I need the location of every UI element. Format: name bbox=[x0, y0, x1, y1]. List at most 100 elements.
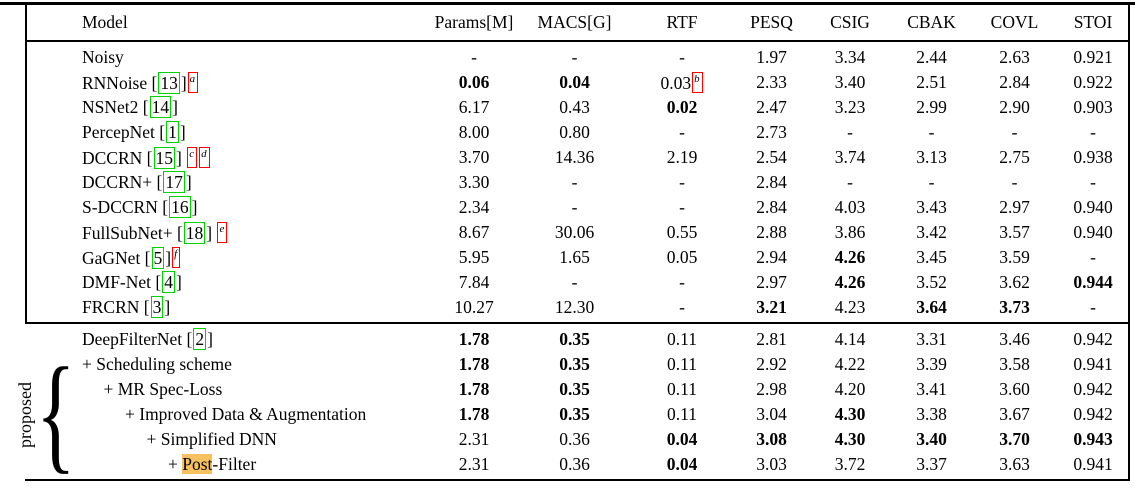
citation-link[interactable]: 13 bbox=[158, 71, 180, 94]
value-text: - bbox=[679, 47, 685, 67]
value-cell: 4.26 bbox=[810, 272, 890, 293]
value-cell: - bbox=[1056, 172, 1130, 193]
value-text: 4.03 bbox=[834, 197, 866, 217]
value-cell: 0.55 bbox=[631, 222, 733, 243]
model-label-text: ] bbox=[179, 122, 186, 142]
value-cell: 0.944 bbox=[1056, 272, 1130, 293]
value-text: 2.44 bbox=[916, 47, 947, 67]
value-text: 8.00 bbox=[458, 122, 490, 142]
footnote-link[interactable]: b bbox=[692, 71, 703, 93]
footnote-link[interactable]: d bbox=[199, 146, 210, 168]
value-text: 3.38 bbox=[916, 404, 947, 424]
column-header-csig: CSIG bbox=[830, 11, 870, 32]
footnote-link[interactable]: a bbox=[187, 71, 199, 93]
value-text: 0.03 bbox=[660, 72, 692, 93]
value-cell: 4.26 bbox=[810, 247, 890, 268]
value-text: 0.35 bbox=[559, 379, 590, 399]
value-text: 0.05 bbox=[666, 247, 698, 267]
value-text: 2.97 bbox=[999, 197, 1030, 217]
table-row: NSNet2 [14] 6.17 0.43 0.02 2.47 3.23 2.99 2.90 0… bbox=[25, 95, 1130, 120]
value-text: 3.73 bbox=[999, 297, 1030, 317]
value-cell: 0.05 bbox=[631, 247, 733, 268]
model-label-text: ] bbox=[175, 272, 182, 292]
value-text: 4.20 bbox=[834, 379, 866, 399]
model-label-text: RNNoise [ bbox=[82, 72, 158, 93]
model-cell: NSNet2 [14] bbox=[25, 96, 430, 118]
model-label-text: FullSubNet+ [ bbox=[82, 222, 183, 243]
value-cell: 4.30 bbox=[810, 429, 890, 450]
citation-link[interactable]: 4 bbox=[162, 271, 175, 293]
value-cell: 3.63 bbox=[973, 454, 1056, 475]
model-label-text: GaGNet [ bbox=[82, 247, 151, 268]
value-text: - bbox=[1090, 172, 1096, 192]
value-text: 2.51 bbox=[916, 72, 947, 92]
table-row: + Improved Data & Augmentation 1.78 0.35 0.… bbox=[25, 402, 1130, 427]
proposed-section: DeepFilterNet [2] 1.78 0.35 0.11 2.81 4.14 3.3… bbox=[25, 327, 1130, 477]
proposed-group-label: proposed bbox=[15, 382, 35, 448]
value-cell: 4.03 bbox=[810, 197, 890, 218]
citation-link[interactable]: 14 bbox=[149, 96, 172, 118]
footnote-link[interactable]: e bbox=[217, 221, 228, 243]
value-cell: 2.63 bbox=[973, 47, 1056, 68]
model-label-text: ] bbox=[206, 222, 217, 243]
table-row: + MR Spec-Loss 1.78 0.35 0.11 2.98 4.20 3.41 3.… bbox=[25, 377, 1130, 402]
value-text: 0.80 bbox=[559, 122, 590, 142]
citation-link[interactable]: 5 bbox=[151, 246, 165, 269]
value-cell: 2.75 bbox=[973, 147, 1056, 168]
citation-link[interactable]: 2 bbox=[193, 328, 207, 350]
value-cell: 3.31 bbox=[890, 329, 973, 350]
value-text: - bbox=[679, 172, 685, 192]
value-cell: 0.942 bbox=[1056, 404, 1130, 425]
table-row: RNNoise [13] a 0.06 0.04 0.03 b 2.33 3.40 2.51 2.… bbox=[25, 70, 1130, 95]
value-text: 3.67 bbox=[999, 404, 1030, 424]
value-cell: 3.46 bbox=[973, 329, 1056, 350]
value-cell: - bbox=[890, 172, 973, 193]
value-cell: 3.62 bbox=[973, 272, 1056, 293]
value-text: 0.903 bbox=[1073, 97, 1113, 117]
value-cell: - bbox=[631, 297, 733, 318]
value-cell: 2.81 bbox=[733, 329, 810, 350]
model-cell: + Simplified DNN bbox=[25, 429, 430, 450]
value-text: 2.90 bbox=[999, 97, 1030, 117]
value-text: - bbox=[1011, 122, 1018, 142]
model-label-text: FRCRN [ bbox=[82, 297, 150, 317]
model-label-text: PercepNet [ bbox=[82, 122, 166, 142]
citation-link[interactable]: 1 bbox=[166, 121, 179, 143]
value-text: 3.37 bbox=[916, 454, 947, 474]
value-cell: 3.39 bbox=[890, 354, 973, 375]
value-cell: 0.03 b bbox=[631, 71, 733, 94]
value-cell: 0.938 bbox=[1056, 147, 1130, 168]
value-cell: 1.65 bbox=[518, 247, 631, 268]
value-text: 3.58 bbox=[999, 354, 1030, 374]
value-cell: 2.92 bbox=[733, 354, 810, 375]
value-cell: - bbox=[890, 122, 973, 143]
footnote-link[interactable]: f bbox=[172, 246, 181, 268]
value-text: 1.65 bbox=[559, 247, 590, 267]
value-cell: 3.30 bbox=[430, 172, 518, 193]
value-text: - bbox=[679, 297, 685, 317]
value-cell: 2.31 bbox=[430, 429, 518, 450]
citation-link[interactable]: 17 bbox=[163, 171, 185, 193]
citation-link[interactable]: 18 bbox=[183, 221, 206, 244]
value-cell: 0.04 bbox=[631, 454, 733, 475]
footnote-link[interactable]: c bbox=[187, 146, 198, 168]
value-text: 0.11 bbox=[667, 379, 697, 399]
value-cell: - bbox=[810, 122, 890, 143]
citation-link[interactable]: 15 bbox=[153, 146, 175, 169]
citation-link[interactable]: 16 bbox=[169, 196, 191, 218]
value-text: 3.59 bbox=[999, 247, 1030, 267]
citation-link[interactable]: 3 bbox=[150, 296, 164, 318]
value-text: 4.30 bbox=[834, 429, 866, 449]
value-text: 8.67 bbox=[458, 222, 490, 242]
value-text: 1.97 bbox=[756, 47, 787, 67]
value-text: - bbox=[471, 47, 477, 67]
value-text: 3.39 bbox=[916, 354, 947, 374]
value-cell: 3.13 bbox=[890, 147, 973, 168]
value-text: 2.75 bbox=[999, 147, 1030, 167]
value-text: 0.35 bbox=[559, 329, 590, 349]
value-text: 4.26 bbox=[834, 247, 866, 267]
value-text: 0.02 bbox=[666, 97, 698, 117]
model-label-text: + Improved Data & Augmentation bbox=[125, 404, 367, 424]
value-text: 3.63 bbox=[999, 454, 1030, 474]
table-row: + Scheduling scheme 1.78 0.35 0.11 2.92 4.22 3… bbox=[25, 352, 1130, 377]
